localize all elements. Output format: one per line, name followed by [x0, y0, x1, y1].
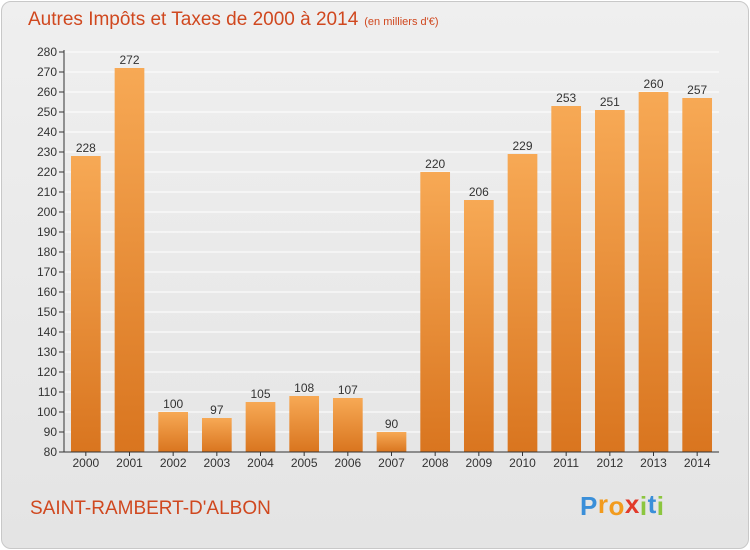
- logo-letter: r: [597, 489, 609, 519]
- x-tick-label-2007: 2007: [378, 456, 405, 470]
- y-tick-label: 120: [37, 365, 57, 379]
- y-tick-label: 140: [37, 325, 57, 339]
- y-tick-label: 100: [37, 405, 57, 419]
- proxiti-logo[interactable]: Proxiti: [580, 489, 665, 522]
- y-tick-label: 260: [37, 85, 57, 99]
- y-tick-label: 130: [37, 345, 57, 359]
- bars: [70, 68, 713, 452]
- y-tick-label: 270: [37, 65, 57, 79]
- title-text: Autres Impôts et Taxes de 2000 à 2014: [28, 9, 359, 30]
- x-tick-label-2014: 2014: [684, 456, 711, 470]
- bar-2003: [201, 418, 232, 452]
- x-tick-label-2001: 2001: [116, 456, 143, 470]
- y-tick-label: 160: [37, 285, 57, 299]
- logo-letter: t: [647, 489, 657, 519]
- bar-2002: [158, 412, 189, 452]
- bar-2011: [551, 106, 582, 452]
- x-tick-label-2009: 2009: [465, 456, 492, 470]
- data-label-2014: 257: [687, 83, 707, 97]
- y-tick-label: 170: [37, 265, 57, 279]
- bar-2010: [507, 154, 538, 452]
- commune-name: SAINT-RAMBERT-D'ALBON: [30, 498, 271, 519]
- y-tick-label: 250: [37, 105, 57, 119]
- data-label-2002: 100: [163, 397, 183, 411]
- data-label-2008: 220: [425, 157, 445, 171]
- bar-2001: [114, 68, 145, 452]
- data-label-2000: 228: [76, 141, 96, 155]
- logo-letter: x: [624, 489, 640, 519]
- bar-2008: [420, 172, 451, 452]
- logo-letter: i: [639, 491, 648, 521]
- y-tick-label: 200: [37, 205, 57, 219]
- y-tick-label: 210: [37, 185, 57, 199]
- bar-2000: [70, 156, 101, 452]
- y-tick-label: 230: [37, 145, 57, 159]
- x-tick-label-2002: 2002: [160, 456, 187, 470]
- x-tick-label-2010: 2010: [509, 456, 536, 470]
- y-tick-label: 190: [37, 225, 57, 239]
- bar-2007: [376, 432, 407, 452]
- data-label-2010: 229: [512, 139, 532, 153]
- x-tick-label-2000: 2000: [72, 456, 99, 470]
- x-tick-label-2011: 2011: [553, 456, 579, 470]
- x-tick-label-2003: 2003: [203, 456, 230, 470]
- axes: 8090100110120130140150160170180190200210…: [37, 45, 719, 470]
- data-label-2012: 251: [600, 95, 620, 109]
- x-tick-label-2006: 2006: [334, 456, 361, 470]
- x-tick-label-2012: 2012: [596, 456, 623, 470]
- chart-title: Autres Impôts et Taxes de 2000 à 2014 (en…: [28, 9, 439, 31]
- bar-2012: [594, 110, 625, 452]
- data-label-2001: 272: [119, 53, 139, 67]
- chart-subtitle: (en milliers d'€): [364, 16, 439, 28]
- bar-2013: [638, 92, 669, 452]
- y-tick-label: 80: [44, 445, 58, 459]
- data-label-2003: 97: [210, 403, 224, 417]
- logo-letter: P: [580, 491, 598, 521]
- y-tick-label: 110: [38, 385, 57, 399]
- data-label-2004: 105: [250, 387, 270, 401]
- x-tick-label-2008: 2008: [422, 456, 449, 470]
- data-label-2007: 90: [385, 417, 399, 431]
- bar-2005: [289, 396, 320, 452]
- y-tick-label: 150: [37, 305, 57, 319]
- bar-2014: [682, 98, 713, 452]
- y-tick-label: 240: [37, 125, 57, 139]
- x-tick-label-2004: 2004: [247, 456, 274, 470]
- logo-letter: o: [608, 491, 625, 521]
- bar-2004: [245, 402, 276, 452]
- y-tick-label: 280: [37, 45, 57, 59]
- x-tick-label-2013: 2013: [640, 456, 667, 470]
- x-tick-label-2005: 2005: [291, 456, 318, 470]
- y-tick-label: 90: [44, 425, 58, 439]
- y-tick-label: 220: [37, 165, 57, 179]
- data-label-2009: 206: [469, 185, 489, 199]
- data-label-2005: 108: [294, 381, 314, 395]
- bar-2009: [463, 200, 494, 452]
- y-tick-label: 180: [37, 245, 57, 259]
- data-label-2013: 260: [643, 77, 663, 91]
- bar-2006: [332, 398, 363, 452]
- data-labels: 228 272 100 97 105 108 107 90 220 206 229 253 251 260…: [76, 53, 708, 431]
- logo-letter: i: [656, 491, 665, 521]
- data-label-2011: 253: [556, 91, 576, 105]
- data-label-2006: 107: [338, 383, 358, 397]
